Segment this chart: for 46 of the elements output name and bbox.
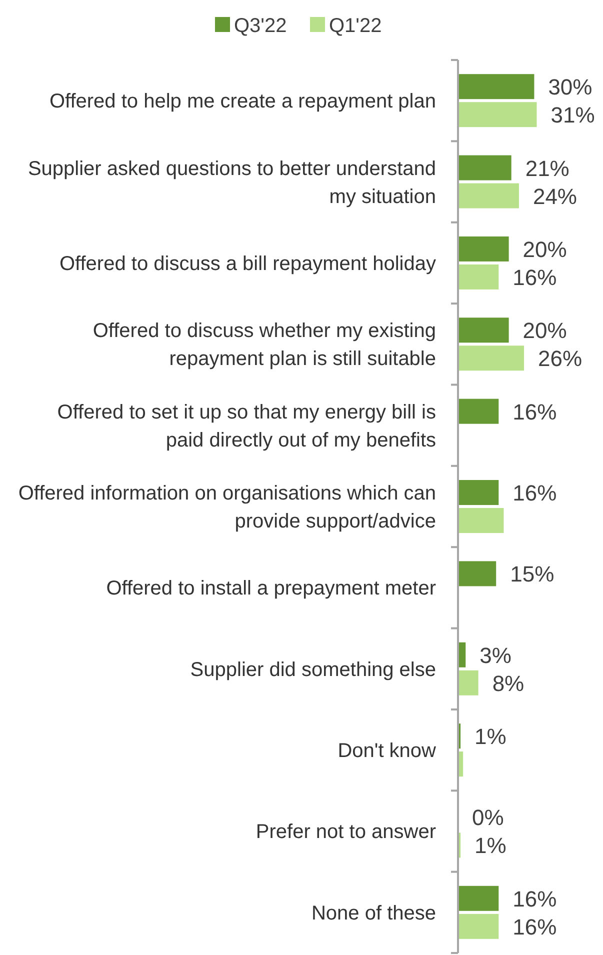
data-label: 16% — [512, 886, 557, 912]
bar — [458, 670, 478, 696]
bar — [458, 561, 496, 586]
legend-label: Q3'22 — [234, 15, 287, 37]
bar — [458, 236, 509, 262]
data-label: 26% — [538, 346, 582, 372]
bar — [458, 183, 519, 208]
legend-label: Q1'22 — [329, 15, 382, 37]
bar — [458, 398, 499, 424]
y-tick-label: Offered to discuss a bill repayment holiday — [60, 252, 436, 275]
y-tick-label: Offered to set it up so that my energy bill is paid directly out of my benefits — [57, 401, 436, 452]
data-label: 30% — [548, 74, 592, 100]
bar — [458, 102, 537, 128]
bar — [458, 155, 512, 180]
data-label: 15% — [510, 562, 554, 587]
y-tick-label: Supplier did something else — [190, 658, 436, 681]
data-label: 3% — [480, 642, 512, 668]
bar — [458, 264, 499, 290]
data-label: 16% — [512, 914, 557, 940]
y-tick-label: Don't know — [338, 740, 437, 762]
data-label: 20% — [522, 236, 567, 262]
data-label: 16% — [512, 480, 557, 506]
y-tick-label: Offered information on organisations which can provide support/advice — [18, 482, 436, 532]
y-tick-label: Supplier asked questions to better understand my situation — [28, 158, 436, 208]
bar — [458, 886, 499, 911]
data-label: 1% — [474, 833, 506, 858]
bar — [458, 318, 509, 343]
bar — [458, 480, 499, 505]
data-label: 31% — [550, 102, 595, 128]
data-label: 21% — [525, 156, 570, 181]
data-label: 1% — [474, 724, 506, 750]
bar — [458, 508, 504, 533]
data-label: 8% — [492, 670, 524, 696]
y-tick-label: Offered to discuss whether my existing repayment plan is still suitable — [92, 320, 436, 370]
data-label: 16% — [512, 264, 557, 290]
y-tick-label: Offered to install a prepayment meter — [106, 578, 436, 600]
data-label: 0% — [472, 805, 504, 830]
y-tick-label: Prefer not to answer — [256, 821, 436, 844]
data-label: 16% — [512, 399, 557, 424]
bar — [458, 346, 524, 371]
bar — [458, 74, 534, 100]
data-label: 24% — [532, 184, 578, 209]
y-tick-label: None of these — [311, 902, 436, 924]
data-label: 20% — [522, 318, 567, 344]
bar — [458, 914, 499, 939]
y-tick-label: Offered to help me create a repayment plan — [49, 90, 436, 113]
